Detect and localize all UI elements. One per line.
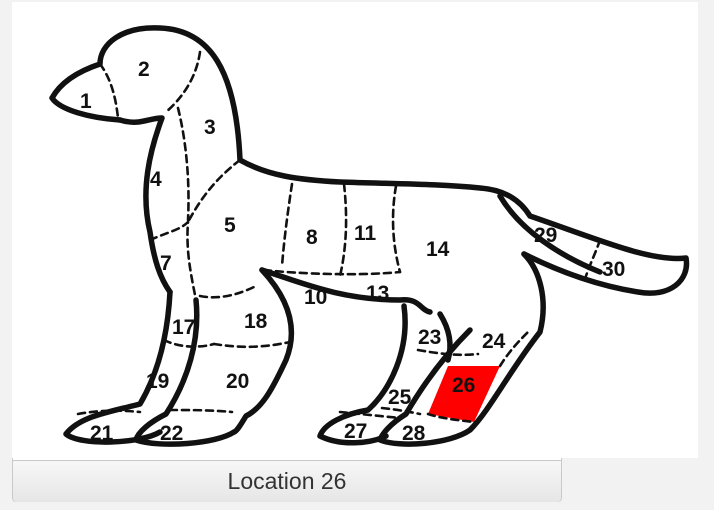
location-caption: Location 26: [13, 460, 561, 502]
dog-outline-hind-leg-1: [317, 303, 408, 446]
segment-line-3-4: [176, 106, 190, 222]
region-label-7: 7: [160, 252, 172, 275]
dog-outline-hind-leg-2: [377, 251, 546, 447]
segment-line-24-26: [498, 328, 532, 368]
region-label-10: 10: [304, 286, 327, 309]
segment-line-29-30: [584, 238, 602, 278]
region-label-18: 18: [244, 310, 268, 333]
region-label-5: 5: [224, 214, 236, 237]
segment-line-8-11: [338, 182, 348, 278]
segment-line-5-8: [280, 182, 294, 268]
segment-line-27-28: [338, 410, 402, 420]
segment-line-1-2: [98, 62, 120, 120]
region-label-21: 21: [90, 422, 114, 445]
segment-line-4-5: [186, 158, 242, 224]
segment-line-2-3: [164, 50, 202, 114]
segment-line-10-13: [262, 268, 402, 276]
region-label-24: 24: [482, 330, 506, 353]
region-label-2: 2: [138, 58, 150, 81]
region-label-14: 14: [426, 238, 450, 261]
dog-outline-tail: [497, 193, 603, 275]
segment-line-22: [168, 408, 234, 414]
segment-line-23-24: [416, 348, 480, 357]
region-label-30: 30: [602, 258, 625, 281]
segment-line-18: [198, 284, 258, 299]
region-label-26: 26: [452, 374, 475, 397]
region-label-1: 1: [80, 90, 92, 113]
dog-outline-front-leg-2: [231, 267, 295, 435]
dog-outline-jaw-chest: [117, 115, 173, 295]
region-label-11: 11: [354, 222, 377, 245]
region-label-23: 23: [418, 326, 441, 349]
region-label-17: 17: [172, 316, 195, 339]
region-label-28: 28: [402, 422, 426, 445]
region-label-3: 3: [204, 116, 216, 139]
location-caption-text: Location 26: [227, 468, 347, 494]
dog-outline-belly: [259, 267, 433, 315]
dog-figure-background: [12, 2, 698, 458]
region-26-highlight[interactable]: [428, 366, 500, 422]
dog-outline-front-leg-1b: [133, 297, 237, 447]
region-label-13: 13: [366, 282, 389, 305]
region-label-20: 20: [226, 370, 249, 393]
region-label-4: 4: [150, 168, 162, 191]
region-label-22: 22: [160, 422, 183, 445]
dog-outline-front-leg-1: [63, 289, 173, 445]
region-label-25: 25: [388, 386, 412, 409]
segment-line-21: [76, 409, 142, 416]
segment-line-5-7: [148, 218, 198, 302]
region-label-19: 19: [146, 370, 169, 393]
region-label-8: 8: [306, 226, 318, 249]
dog-outline-hind-leg-inner: [437, 311, 453, 363]
region-label-27: 27: [344, 420, 367, 443]
segment-line-25: [380, 406, 422, 416]
segment-line-11-14: [391, 184, 402, 274]
segment-line-18-20: [212, 340, 292, 349]
region-label-29: 29: [534, 224, 557, 247]
segment-line-26-28: [426, 412, 476, 424]
segment-line-17-19: [162, 338, 216, 348]
